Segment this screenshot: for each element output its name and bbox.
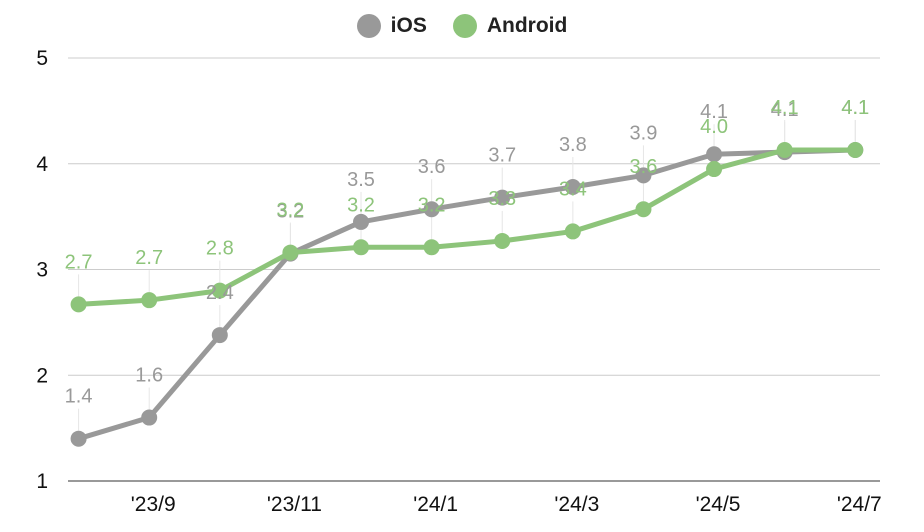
data-label-ios-5: 3.6 bbox=[418, 156, 446, 178]
data-label-android-4: 3.2 bbox=[347, 194, 375, 216]
x-tick-label-5: '24/1 bbox=[413, 493, 458, 516]
point-ios-6 bbox=[494, 189, 511, 206]
data-label-ios-4: 3.5 bbox=[347, 169, 375, 191]
point-ios-8 bbox=[635, 167, 652, 184]
point-ios-2 bbox=[211, 327, 228, 344]
legend-item-ios: iOS bbox=[356, 14, 427, 38]
point-android-5 bbox=[423, 239, 440, 256]
point-android-2 bbox=[211, 282, 228, 299]
y-tick-label-3: 3 bbox=[36, 259, 48, 282]
point-android-6 bbox=[494, 232, 511, 249]
data-label-android-3: 3.2 bbox=[277, 200, 305, 222]
data-label-android-0: 2.7 bbox=[65, 251, 93, 273]
point-android-8 bbox=[635, 201, 652, 218]
data-label-ios-11: 4.1 bbox=[841, 97, 869, 119]
point-android-3 bbox=[282, 244, 299, 261]
point-ios-4 bbox=[353, 213, 370, 230]
data-label-android-7: 3.4 bbox=[559, 178, 587, 200]
data-label-android-5: 3.2 bbox=[418, 194, 446, 216]
point-android-1 bbox=[141, 292, 158, 309]
y-tick-label-2: 2 bbox=[36, 364, 48, 387]
point-ios-7 bbox=[564, 179, 581, 196]
y-tick-label-5: 5 bbox=[36, 47, 48, 70]
series-line-ios bbox=[76, 147, 858, 442]
data-label-ios-0: 1.4 bbox=[65, 386, 93, 408]
legend-item-android: Android bbox=[452, 14, 568, 38]
data-label-android-2: 2.8 bbox=[206, 238, 234, 260]
data-label-ios-8: 3.9 bbox=[630, 122, 658, 144]
point-ios-5 bbox=[423, 201, 440, 218]
point-android-11 bbox=[847, 142, 864, 159]
x-tick-label-11: '24/7 bbox=[837, 493, 882, 516]
data-label-ios-3: 3.2 bbox=[277, 201, 305, 223]
data-label-android-1: 2.7 bbox=[135, 247, 163, 269]
point-ios-1 bbox=[141, 409, 158, 426]
point-android-7 bbox=[564, 223, 581, 240]
data-label-android-8: 3.6 bbox=[630, 156, 658, 178]
point-android-10 bbox=[776, 142, 793, 159]
x-tick-label-3: '23/11 bbox=[267, 493, 322, 516]
point-ios-0 bbox=[70, 430, 87, 447]
x-tick-label-7: '24/3 bbox=[554, 493, 599, 516]
data-label-ios-10: 4.1 bbox=[771, 99, 799, 121]
y-tick-label-4: 4 bbox=[36, 153, 48, 176]
legend-swatch-android bbox=[452, 14, 477, 38]
legend-label-android: Android bbox=[486, 14, 568, 37]
point-ios-9 bbox=[706, 146, 723, 163]
data-label-android-6: 3.3 bbox=[488, 188, 516, 210]
data-label-ios-9: 4.1 bbox=[700, 101, 728, 123]
x-tick-label-9: '24/5 bbox=[696, 493, 741, 516]
legend-label-ios: iOS bbox=[390, 14, 427, 37]
data-label-ios-7: 3.8 bbox=[559, 134, 587, 156]
y-tick-label-1: 1 bbox=[36, 470, 48, 493]
data-label-android-10: 4.1 bbox=[771, 97, 799, 119]
point-android-0 bbox=[70, 296, 87, 313]
x-tick-label-1: '23/9 bbox=[131, 493, 176, 516]
data-label-ios-6: 3.7 bbox=[488, 145, 516, 167]
point-android-9 bbox=[706, 161, 723, 178]
point-android-4 bbox=[353, 239, 370, 256]
legend-swatch-ios bbox=[356, 14, 381, 38]
data-label-android-9: 4.0 bbox=[700, 116, 728, 138]
data-label-ios-1: 1.6 bbox=[135, 365, 163, 387]
series-line-android bbox=[76, 147, 858, 307]
legend: iOS Android bbox=[0, 14, 924, 38]
data-label-ios-2: 2.4 bbox=[206, 282, 234, 304]
data-label-android-11: 4.1 bbox=[841, 97, 869, 119]
